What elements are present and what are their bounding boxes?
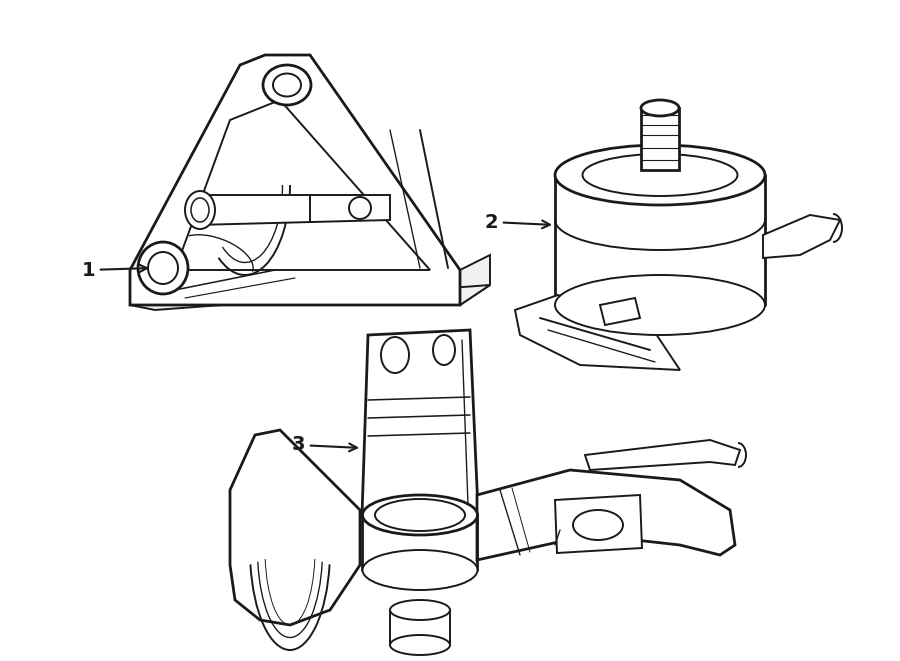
Polygon shape — [130, 55, 460, 305]
Ellipse shape — [433, 335, 455, 365]
Text: 1: 1 — [81, 260, 147, 280]
Ellipse shape — [582, 154, 737, 196]
Polygon shape — [477, 470, 735, 560]
Polygon shape — [515, 295, 680, 370]
Ellipse shape — [390, 600, 450, 620]
Polygon shape — [130, 285, 490, 310]
Ellipse shape — [349, 197, 371, 219]
Polygon shape — [555, 495, 642, 553]
Polygon shape — [362, 330, 478, 515]
Polygon shape — [390, 610, 450, 645]
Polygon shape — [195, 195, 390, 225]
Ellipse shape — [363, 495, 478, 535]
Text: 2: 2 — [484, 212, 550, 231]
Ellipse shape — [641, 100, 679, 116]
Polygon shape — [600, 298, 640, 325]
Ellipse shape — [138, 242, 188, 294]
Polygon shape — [460, 255, 490, 305]
Ellipse shape — [381, 337, 409, 373]
Text: 3: 3 — [292, 436, 357, 455]
Polygon shape — [763, 215, 840, 258]
Ellipse shape — [555, 275, 765, 335]
Polygon shape — [585, 440, 740, 470]
Polygon shape — [230, 430, 360, 625]
Polygon shape — [641, 108, 679, 170]
Ellipse shape — [185, 191, 215, 229]
Ellipse shape — [375, 499, 465, 531]
Ellipse shape — [390, 635, 450, 655]
Ellipse shape — [555, 145, 765, 205]
Ellipse shape — [148, 252, 178, 284]
Polygon shape — [175, 100, 430, 270]
Ellipse shape — [263, 65, 311, 105]
Ellipse shape — [273, 73, 301, 97]
Ellipse shape — [363, 550, 478, 590]
Ellipse shape — [191, 198, 209, 222]
